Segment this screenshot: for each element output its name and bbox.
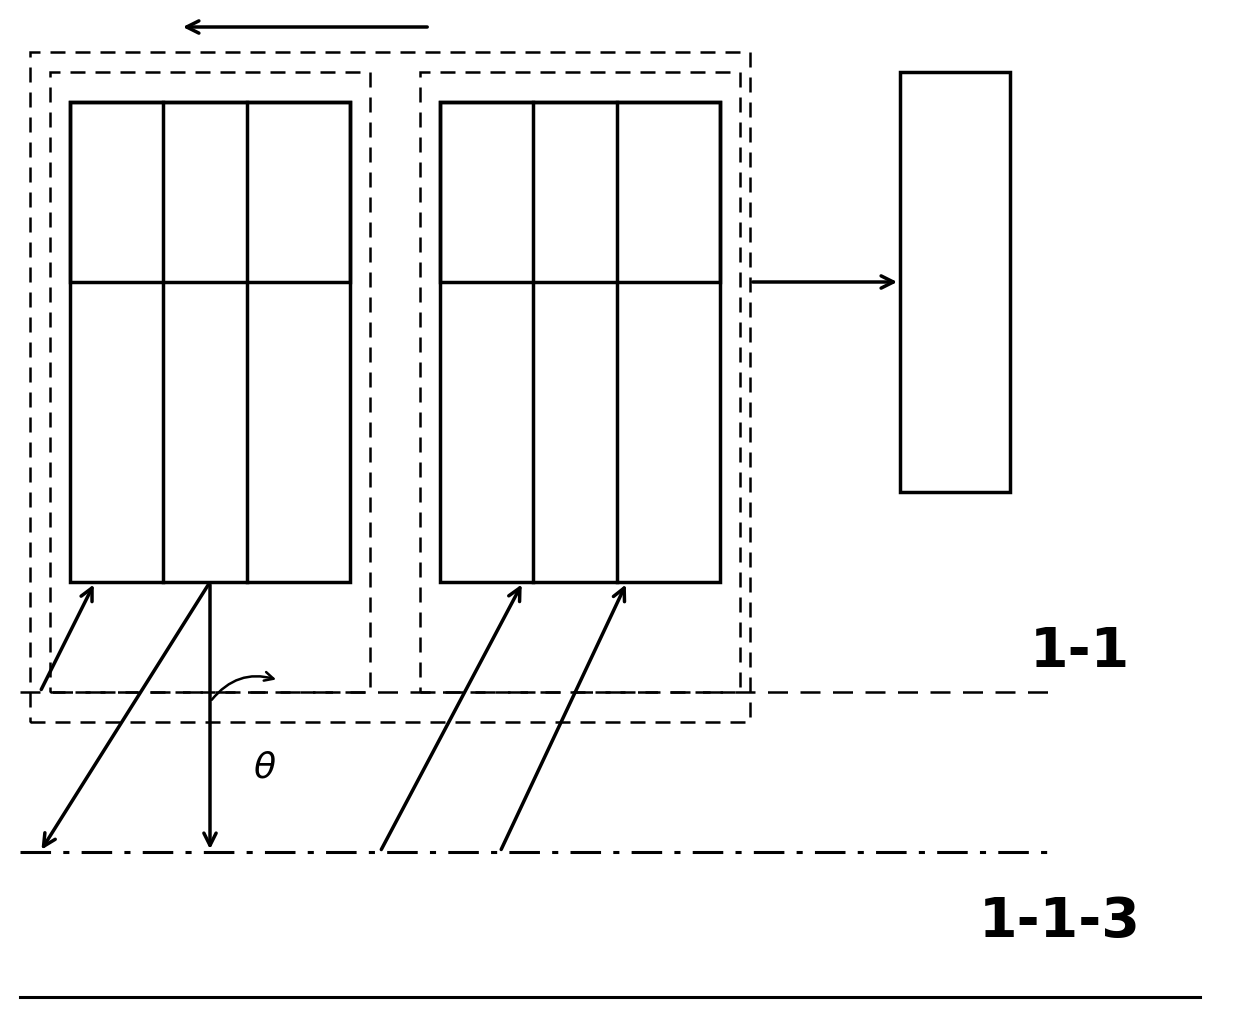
Bar bbox=[440, 102, 720, 282]
Bar bbox=[69, 102, 350, 282]
Text: 1-1: 1-1 bbox=[1030, 625, 1130, 679]
Bar bbox=[50, 72, 370, 692]
Text: 1-1-3: 1-1-3 bbox=[980, 895, 1141, 949]
Bar bbox=[900, 72, 1011, 492]
Bar bbox=[30, 52, 750, 722]
Bar bbox=[420, 72, 740, 692]
Bar bbox=[69, 102, 350, 582]
Text: $\theta$: $\theta$ bbox=[253, 750, 277, 784]
Bar bbox=[440, 102, 720, 582]
